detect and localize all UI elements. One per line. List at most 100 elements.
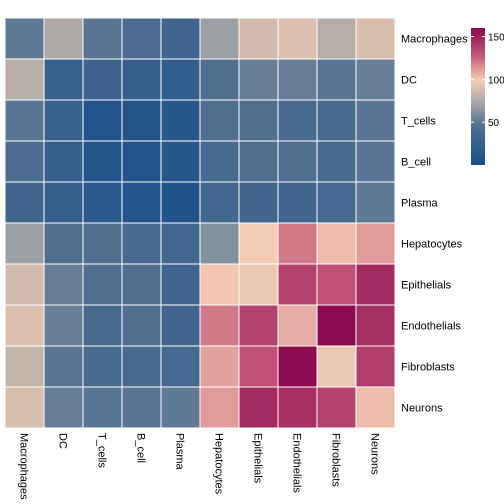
column-label: T_cells <box>96 433 108 468</box>
heatmap-cell <box>4 304 45 347</box>
row-label: B_cell <box>401 157 431 169</box>
colorbar-ticks: 50 100 150 <box>471 33 504 129</box>
heatmap-cell <box>316 181 357 224</box>
heatmap-cell <box>121 345 162 388</box>
heatmap-cell <box>82 263 123 306</box>
colorbar-tick-label: 150 <box>488 33 504 44</box>
heatmap-cell <box>82 386 123 429</box>
row-label: Fibroblasts <box>401 362 455 374</box>
heatmap-cell <box>316 386 357 429</box>
heatmap-cell <box>82 181 123 224</box>
colorbar-gradient <box>471 28 485 165</box>
row-label: Macrophages <box>401 34 468 46</box>
heatmap-cell <box>316 345 357 388</box>
heatmap-cell <box>82 222 123 265</box>
heatmap-cell <box>121 181 162 224</box>
heatmap-cell <box>160 17 201 60</box>
heatmap-cell <box>355 386 396 429</box>
heatmap-cell <box>277 345 318 388</box>
heatmap-cell <box>277 99 318 142</box>
heatmap-cell <box>43 58 84 101</box>
colorbar-tick-label: 100 <box>488 75 504 86</box>
heatmap-cell <box>160 140 201 183</box>
heatmap-cell <box>355 263 396 306</box>
heatmap-cell <box>121 386 162 429</box>
heatmap-cell <box>238 140 279 183</box>
heatmap-cell <box>160 181 201 224</box>
heatmap-cell <box>277 304 318 347</box>
column-label: Neurons <box>369 433 381 475</box>
column-labels: Macrophages DC T_cells B_cell Plasma Hepatocy… <box>18 433 381 500</box>
heatmap-cell <box>4 222 45 265</box>
heatmap-cell <box>43 345 84 388</box>
row-label: DC <box>401 75 417 87</box>
heatmap-cell <box>82 99 123 142</box>
heatmap-cell <box>82 17 123 60</box>
heatmap-cell <box>316 99 357 142</box>
heatmap-cell <box>160 222 201 265</box>
column-label: Macrophages <box>18 433 30 500</box>
column-label: B_cell <box>135 433 147 463</box>
heatmap-cell <box>160 99 201 142</box>
heatmap-cell <box>355 304 396 347</box>
heatmap-cell <box>43 222 84 265</box>
column-label: DC <box>57 433 69 449</box>
heatmap-cell <box>4 58 45 101</box>
heatmap-cell <box>199 345 240 388</box>
heatmap-cell <box>355 222 396 265</box>
heatmap-cell <box>355 58 396 101</box>
heatmap-cell <box>355 99 396 142</box>
heatmap-cell <box>121 222 162 265</box>
column-label: Endothelials <box>291 433 303 493</box>
heatmap-cell <box>4 17 45 60</box>
heatmap-cell <box>238 345 279 388</box>
heatmap-cell <box>199 58 240 101</box>
heatmap-cell <box>4 99 45 142</box>
heatmap-cell <box>121 17 162 60</box>
row-label: Hepatocytes <box>401 239 463 251</box>
row-label: Endothelials <box>401 321 461 333</box>
row-label: Neurons <box>401 403 443 415</box>
heatmap-cell <box>4 140 45 183</box>
colorbar-legend: 50 100 150 <box>471 28 504 165</box>
heatmap-cell <box>82 58 123 101</box>
heatmap-cell <box>355 181 396 224</box>
heatmap-cell <box>4 181 45 224</box>
row-label: T_cells <box>401 116 436 128</box>
heatmap-cell <box>199 17 240 60</box>
heatmap-cell <box>238 304 279 347</box>
heatmap-cell <box>199 222 240 265</box>
heatmap-cell <box>82 304 123 347</box>
heatmap-cell <box>316 304 357 347</box>
heatmap-cell <box>355 345 396 388</box>
heatmap-cell <box>238 263 279 306</box>
heatmap-cell <box>277 17 318 60</box>
heatmap-cell <box>121 304 162 347</box>
heatmap-cell <box>238 222 279 265</box>
heatmap-cell <box>82 345 123 388</box>
heatmap-cell <box>4 263 45 306</box>
heatmap-cell <box>316 263 357 306</box>
heatmap-cell <box>160 263 201 306</box>
heatmap-cell <box>160 386 201 429</box>
heatmap-cell <box>121 99 162 142</box>
heatmap-cell <box>277 263 318 306</box>
heatmap-cell <box>277 181 318 224</box>
heatmap-cell <box>160 304 201 347</box>
heatmap-cell <box>199 386 240 429</box>
heatmap-cell <box>160 345 201 388</box>
heatmap-cell <box>355 17 396 60</box>
heatmap-cell <box>277 386 318 429</box>
row-label: Plasma <box>401 198 439 210</box>
heatmap-cell <box>160 58 201 101</box>
heatmap-cell <box>238 386 279 429</box>
heatmap-cell <box>316 140 357 183</box>
column-label: Plasma <box>174 433 186 471</box>
column-label: Fibroblasts <box>330 433 342 487</box>
heatmap-cell <box>199 304 240 347</box>
heatmap-cell <box>4 386 45 429</box>
heatmap-cell <box>199 140 240 183</box>
heatmap-cell <box>82 140 123 183</box>
heatmap-cell <box>199 99 240 142</box>
heatmap-cell <box>316 222 357 265</box>
